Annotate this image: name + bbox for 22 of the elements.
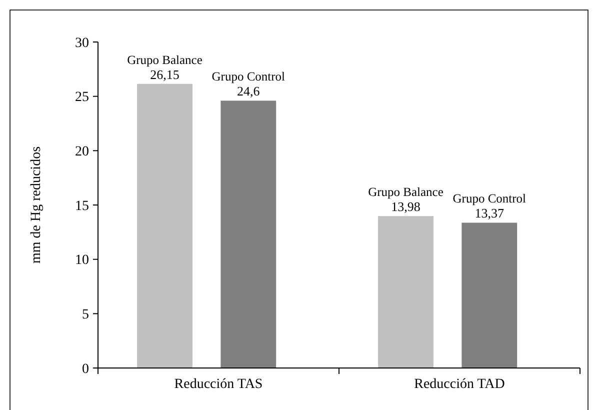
- bar: [220, 100, 276, 368]
- x-tick-label: Reducción TAD: [414, 377, 505, 392]
- data-label: 13,98: [391, 199, 420, 214]
- data-label: 24,6: [237, 84, 260, 99]
- bar: [462, 222, 518, 368]
- x-tick-label: Reducción TAS: [174, 377, 263, 392]
- y-tick-label: 30: [75, 36, 89, 51]
- y-tick-label: 20: [75, 144, 89, 160]
- text: Grupo Control: [452, 192, 526, 206]
- series-label: Grupo Control: [212, 70, 286, 84]
- y-tick-label: 0: [82, 362, 89, 377]
- series-label: Grupo Balance: [127, 52, 203, 67]
- data-label: 26,15: [150, 66, 180, 82]
- y-tick-label: 5: [82, 308, 89, 323]
- y-tick-label: 25: [75, 90, 89, 106]
- y-tick-label: 15: [75, 198, 89, 214]
- y-tick-label: 10: [75, 253, 89, 268]
- y-axis-title: mm de Hg reducidos: [29, 146, 44, 264]
- bar: [137, 84, 192, 368]
- text: Grupo Balance: [368, 185, 444, 200]
- bar: [378, 216, 434, 368]
- data-label: 13,37: [474, 206, 505, 221]
